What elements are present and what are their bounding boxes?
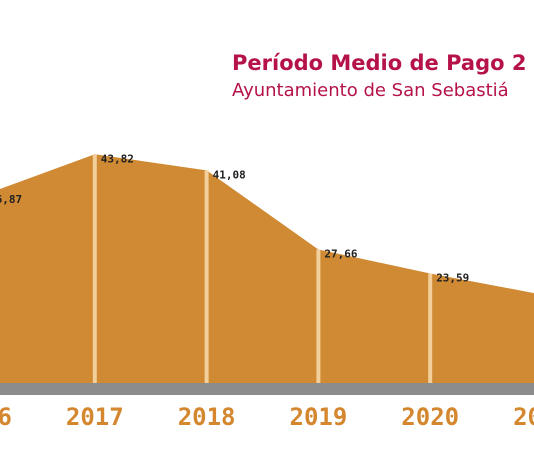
chart-title: Período Medio de Pago 2: [232, 51, 526, 75]
x-tick-label: 2021: [513, 403, 534, 431]
value-label: 36,87: [0, 193, 22, 206]
x-tick-label: 2019: [290, 403, 348, 431]
value-label: 23,59: [436, 271, 469, 284]
x-tick-label: 2017: [66, 403, 124, 431]
value-label: 27,66: [324, 247, 357, 260]
chart-subtitle: Ayuntamiento de San Sebastiá: [232, 80, 509, 101]
x-tick-label: 2016: [0, 403, 12, 431]
baseline-bar: [0, 383, 534, 395]
value-label: 43,82: [101, 152, 134, 165]
value-label: 41,08: [213, 168, 246, 181]
x-tick-label: 2020: [401, 403, 459, 431]
area: [0, 154, 534, 383]
x-tick-label: 2018: [178, 403, 236, 431]
